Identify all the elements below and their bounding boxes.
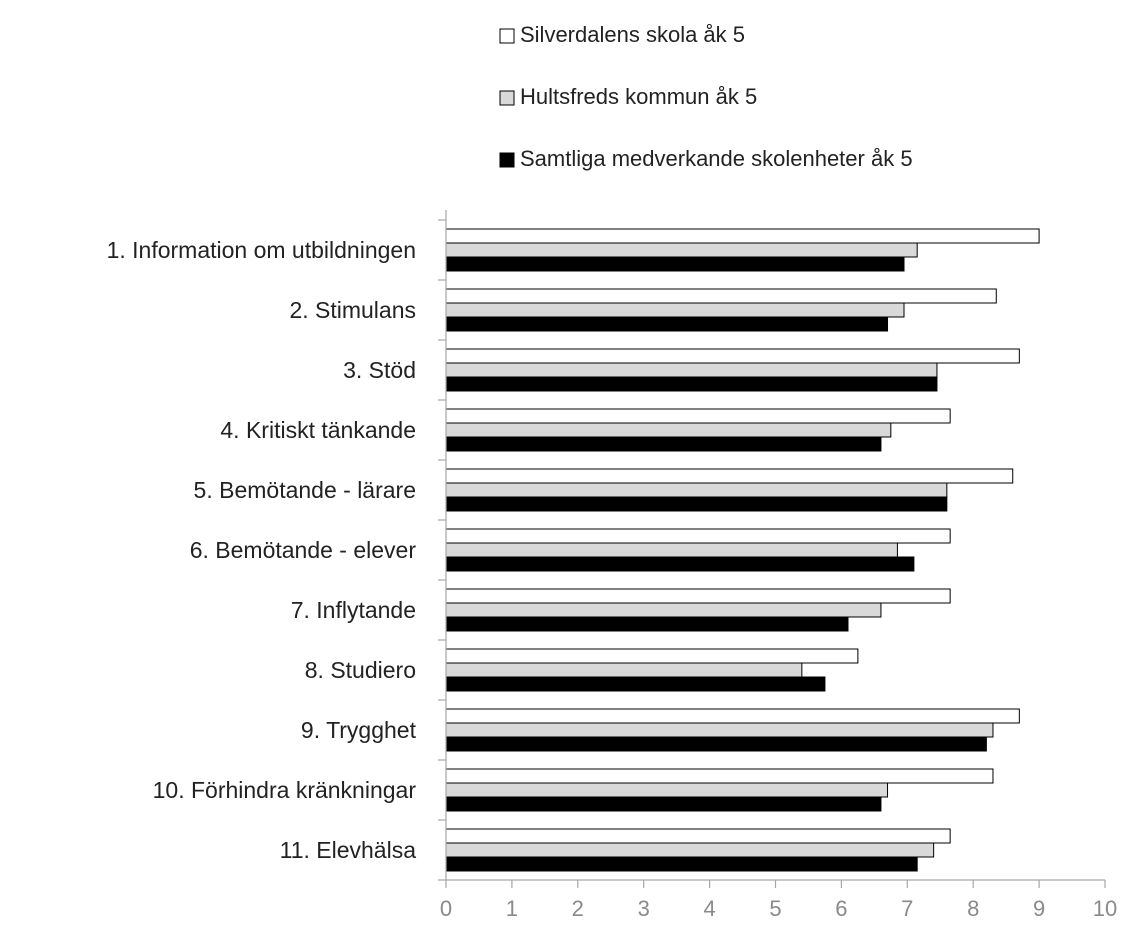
category-label: 4. Kritiskt tänkande — [220, 417, 416, 443]
bar — [445, 242, 918, 258]
bar — [445, 408, 951, 424]
bar — [445, 256, 905, 272]
bar — [445, 496, 948, 512]
bar — [445, 648, 859, 664]
bar — [445, 316, 889, 332]
bar — [445, 708, 1020, 724]
legend-label: Silverdalens skola åk 5 — [520, 22, 745, 47]
bar — [445, 288, 997, 304]
category-label: 5. Bemötande - lärare — [194, 477, 416, 503]
bar — [445, 588, 951, 604]
bar — [445, 796, 882, 812]
x-tick-label: 9 — [1033, 896, 1045, 921]
bar — [445, 302, 905, 318]
x-tick-label: 6 — [835, 896, 847, 921]
x-tick-label: 1 — [506, 896, 518, 921]
bar — [445, 676, 826, 692]
bar — [445, 856, 918, 872]
x-tick-label: 2 — [572, 896, 584, 921]
legend-label: Hultsfreds kommun åk 5 — [520, 84, 757, 109]
bars — [445, 228, 1040, 872]
legend: Silverdalens skola åk 5 Hultsfreds kommun… — [499, 22, 913, 171]
bar — [445, 482, 948, 498]
bar — [445, 616, 849, 632]
bar — [445, 662, 803, 678]
category-label: 10. Förhindra kränkningar — [153, 777, 417, 803]
bar — [445, 722, 994, 738]
bar — [445, 436, 882, 452]
category-label: 11. Elevhälsa — [280, 837, 417, 863]
bar — [445, 528, 951, 544]
bar — [445, 602, 882, 618]
bar — [445, 768, 994, 784]
legend-swatch — [499, 90, 515, 106]
bar — [445, 376, 938, 392]
x-tick-label: 8 — [967, 896, 979, 921]
x-tick-label: 10 — [1093, 896, 1117, 921]
bar — [445, 228, 1040, 244]
bar — [445, 828, 951, 844]
category-label: 2. Stimulans — [289, 297, 416, 323]
legend-label: Samtliga medverkande skolenheter åk 5 — [520, 146, 913, 171]
bar — [445, 782, 889, 798]
x-tick-label: 4 — [703, 896, 715, 921]
bar — [445, 556, 915, 572]
bar — [445, 348, 1020, 364]
legend-swatch — [499, 28, 515, 44]
category-label: 3. Stöd — [343, 357, 416, 383]
category-label: 8. Studiero — [305, 657, 416, 683]
x-axis: 0 1 2 3 4 5 6 7 8 9 10 — [438, 210, 1117, 921]
category-label: 9. Trygghet — [301, 717, 417, 743]
bar — [445, 542, 898, 558]
x-tick-label: 3 — [638, 896, 650, 921]
legend-swatch — [499, 152, 515, 168]
bar — [445, 468, 1014, 484]
x-tick-label: 0 — [440, 896, 452, 921]
x-tick-label: 5 — [769, 896, 781, 921]
bar — [445, 422, 892, 438]
bar — [445, 362, 938, 378]
category-label: 6. Bemötande - elever — [190, 537, 417, 563]
bar — [445, 736, 987, 752]
category-label: 7. Inflytande — [291, 597, 416, 623]
x-tick-label: 7 — [901, 896, 913, 921]
bar — [445, 842, 935, 858]
category-labels: 1. Information om utbildningen 2. Stimula… — [107, 237, 417, 863]
category-label: 1. Information om utbildningen — [107, 237, 416, 263]
